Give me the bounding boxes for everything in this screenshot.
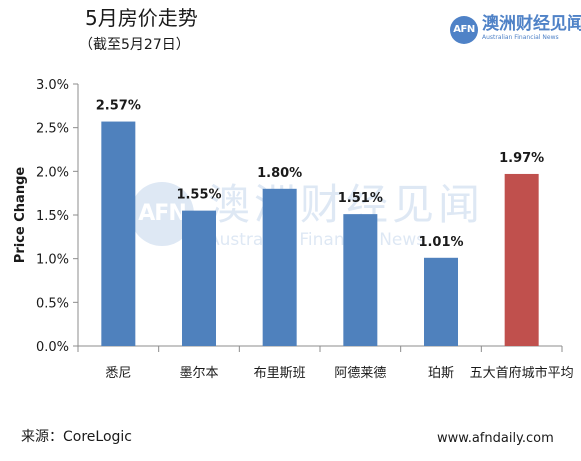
category-label: 布里斯班 [254,366,306,381]
afn-logo-mark: AFN [450,16,478,44]
category-label: 墨尔本 [179,366,218,381]
y-tick-label: 2.0% [36,165,69,180]
y-tick-label: 1.0% [36,253,69,268]
y-tick-label: 3.0% [36,78,69,93]
bar-value-label: 2.57% [96,99,141,114]
bar-value-label: 1.01% [418,235,463,250]
bar-1 [101,121,136,346]
page-subtitle: （截至5月27日） [79,37,190,53]
afn-logo-name-en: Australian Financial News [482,34,559,41]
bar-layer [101,121,539,346]
bar-5 [424,257,458,346]
website-url: www.afndaily.com [437,431,554,446]
category-label: 悉尼 [105,366,131,381]
bar-value-label: 1.80% [257,166,302,181]
category-label: 五大首府城市平均 [470,365,574,381]
y-tick-label: 2.5% [36,122,69,137]
afn-logo: AFN 澳洲财经见闻 Australian Financial News [450,14,581,44]
page-title: 5月房价走势 [85,6,198,30]
y-tick-label: 1.5% [36,209,69,224]
bar-value-label: 1.55% [176,188,221,203]
bar-6 [504,173,539,346]
category-label: 阿德莱德 [334,366,386,381]
bar-value-label: 1.97% [499,151,544,166]
bar-value-label: 1.51% [338,191,383,206]
bar-4 [343,214,378,346]
bar-3 [262,188,297,346]
label-layer: 2.57% 悉尼 1.55% 墨尔本 1.80% 布里斯班 1.51% 阿德莱德 1.01% 珀斯… [96,99,574,381]
category-label: 珀斯 [428,366,454,381]
afn-logo-name-cn: 澳洲财经见闻 [482,14,581,34]
y-tick-label: 0.0% [36,340,69,355]
y-axis-label: Price Change [13,167,28,264]
axis-layer: 0.0% 0.5% 1.0% 1.5% 2.0% 2.5% 3.0% Price Change [13,78,563,355]
bar-2 [182,210,216,346]
source-note: 来源：CoreLogic [21,429,132,445]
y-tick-label: 0.5% [36,296,69,311]
